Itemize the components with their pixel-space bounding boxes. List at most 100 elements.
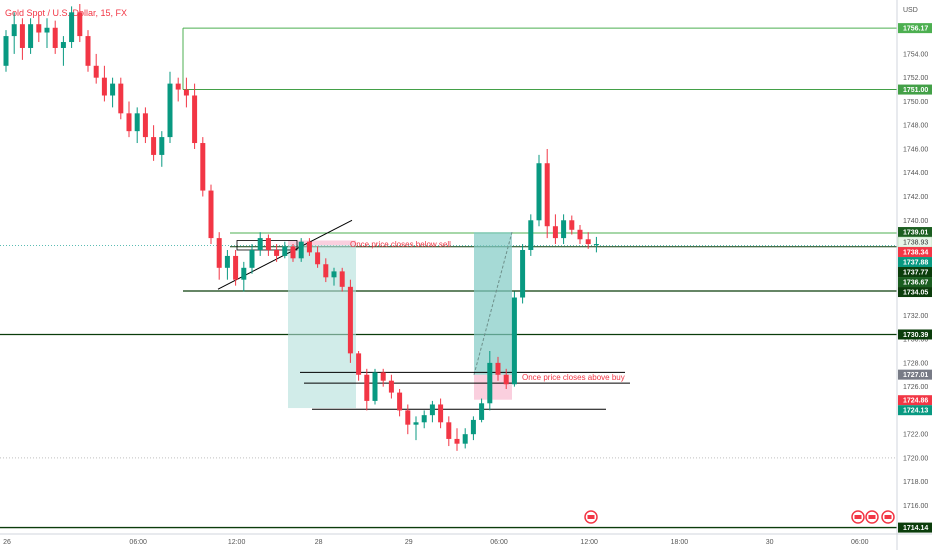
price-label-bg <box>898 522 932 533</box>
candle-body <box>200 143 206 191</box>
y-tick-label: 1720.00 <box>903 455 928 462</box>
candle-body <box>511 297 517 385</box>
flag-icon <box>587 515 595 519</box>
price-label-bg <box>898 247 932 258</box>
price-label: 1724.13 <box>903 408 928 415</box>
candle-body <box>159 137 165 155</box>
event-icons[interactable] <box>584 510 895 524</box>
sell-target-zone <box>288 245 356 409</box>
flag-icon <box>884 515 892 519</box>
candle-body <box>257 238 263 250</box>
candle-body <box>421 415 427 423</box>
candle-body <box>44 27 50 33</box>
y-tick-label: 1732.00 <box>903 313 928 320</box>
y-tick-label: 1726.00 <box>903 384 928 391</box>
candle-body <box>69 12 75 43</box>
y-tick-label: 1730.00 <box>903 337 928 344</box>
sell-stop-zone <box>288 240 356 246</box>
candle-body <box>282 246 288 256</box>
y-tick-label: 1750.00 <box>903 99 928 106</box>
candle-body <box>429 404 435 416</box>
candle-body <box>470 419 476 435</box>
candle-body <box>274 249 280 256</box>
price-label-bg <box>898 277 932 288</box>
candle-body <box>388 380 394 393</box>
x-tick-label: 06:00 <box>129 539 147 546</box>
price-label: 1751.00 <box>903 87 928 94</box>
price-label: 1737.88 <box>903 260 928 267</box>
price-label: 1737.77 <box>903 270 928 277</box>
price-label-bg <box>898 395 932 406</box>
candle-body <box>306 241 312 253</box>
x-tick-label: 06:00 <box>851 539 869 546</box>
candle-body <box>315 252 321 265</box>
y-tick-label: 1744.00 <box>903 170 928 177</box>
candle-body <box>3 36 9 66</box>
annotation-sell: Once price closes below sell <box>350 240 451 249</box>
candle-body <box>495 362 501 375</box>
x-tick-label: 30 <box>766 539 774 546</box>
price-label-bg <box>898 329 932 340</box>
candle-body <box>167 83 173 138</box>
flag-icon <box>854 515 862 519</box>
x-tick-label: 29 <box>405 539 413 546</box>
price-label: 1734.05 <box>903 290 928 297</box>
levels <box>0 27 897 529</box>
price-label: 1739.01 <box>903 230 928 237</box>
candle-body <box>561 220 567 239</box>
price-label-bg <box>898 84 932 95</box>
x-tick-label: 12:00 <box>580 539 598 546</box>
candle-body <box>36 24 42 33</box>
candle-body <box>552 226 558 239</box>
price-label: 1714.14 <box>903 525 928 532</box>
candle-body <box>544 163 550 227</box>
price-label-bg <box>898 405 932 416</box>
y-tick-label: 1742.00 <box>903 194 928 201</box>
candle-body <box>356 353 362 375</box>
x-tick-label: 26 <box>3 539 11 546</box>
candle-body <box>224 255 230 268</box>
candle-body <box>339 271 345 287</box>
candle-body <box>60 42 66 48</box>
candle-body <box>11 24 17 37</box>
y-tick-label: 1722.00 <box>903 432 928 439</box>
candle-body <box>323 264 329 278</box>
candle-body <box>446 422 452 439</box>
y-tick-label: 1716.00 <box>903 503 928 510</box>
candle-body <box>28 24 34 48</box>
y-tick-label: 1718.00 <box>903 479 928 486</box>
candle-body <box>77 12 83 37</box>
price-labels: 1756.17 1751.00 1739.01 1738.93 1738.34 1737.… <box>897 23 932 533</box>
x-axis[interactable]: 26 06:00 12:00 28 29 06:00 12:00 18:00 30 06:00 <box>0 533 932 546</box>
price-label-bg <box>898 257 932 268</box>
price-label: 1736.67 <box>903 280 928 287</box>
price-label: 1738.93 <box>903 240 928 247</box>
candle-body <box>298 241 304 259</box>
candle-body <box>118 83 124 114</box>
candles <box>3 4 599 451</box>
candle-body <box>577 229 583 240</box>
candle-body <box>364 374 370 401</box>
y-tick-label: 1728.00 <box>903 360 928 367</box>
price-label: 1724.86 <box>903 398 928 405</box>
candle-body <box>233 255 239 280</box>
candle-body <box>438 404 444 423</box>
candle-body <box>331 271 337 278</box>
candle-body <box>479 403 485 420</box>
price-label: 1738.34 <box>903 250 928 257</box>
currency-label: USD <box>903 7 918 14</box>
candle-body <box>290 246 296 259</box>
candle-body <box>265 238 271 250</box>
candle-body <box>520 249 526 298</box>
price-label-bg <box>898 23 932 34</box>
candle-body <box>405 410 411 425</box>
candle-body <box>183 89 189 96</box>
candle-body <box>487 362 493 404</box>
candle-body <box>216 238 222 268</box>
candle-body <box>110 83 116 96</box>
candle-body <box>585 239 591 245</box>
candle-body <box>208 190 214 239</box>
candle-body <box>528 220 534 250</box>
